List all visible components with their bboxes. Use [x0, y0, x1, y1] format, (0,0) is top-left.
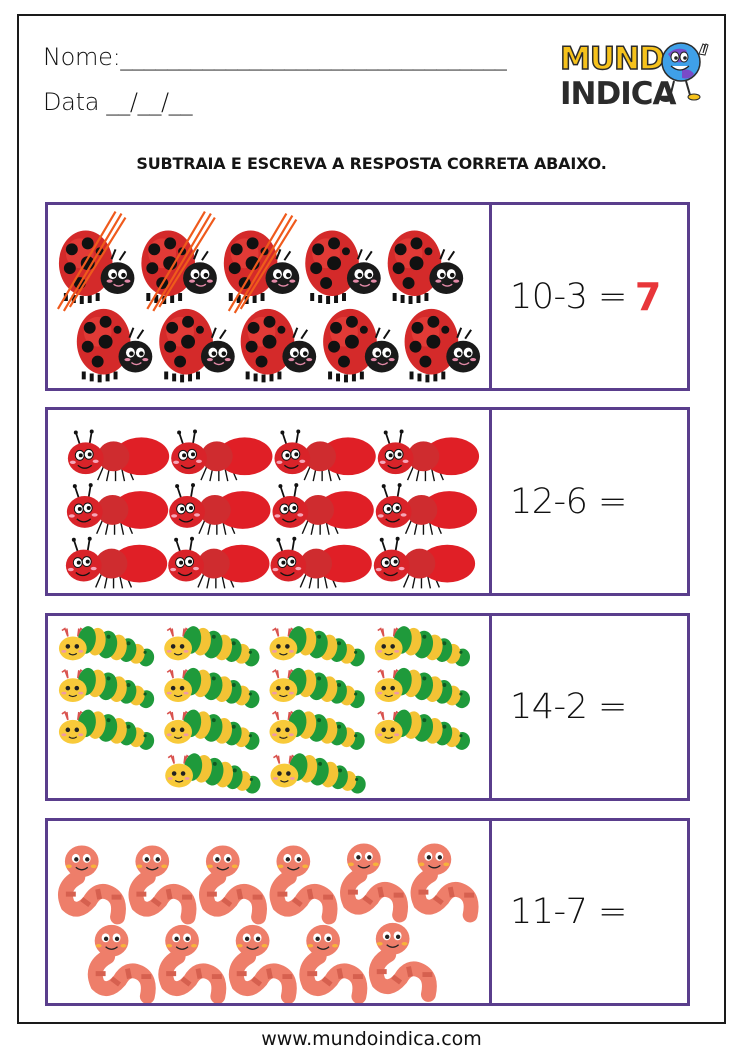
- ant-group: [48, 410, 492, 593]
- equation-text: 10-3 =: [510, 276, 627, 317]
- caterpillar-group: [48, 616, 492, 798]
- equation-text: 14-2 =: [510, 687, 627, 727]
- worm-grid: [48, 821, 489, 1003]
- footer-url[interactable]: www.mundoindica.com: [261, 1028, 482, 1050]
- svg-text:INDICA: INDICA: [560, 76, 676, 110]
- worksheet-frame: [17, 14, 726, 1024]
- answer-field[interactable]: 7: [634, 274, 661, 319]
- ladybug-grid: [56, 210, 483, 385]
- globe-mascot-icon: [660, 42, 709, 102]
- exercise-4: 11-7 =: [45, 818, 690, 1006]
- name-field[interactable]: Nome:_________________________________: [43, 43, 507, 71]
- ladybug-group: [48, 205, 492, 388]
- worm-group: [48, 821, 492, 1003]
- exercise-2: 12-6 =: [45, 407, 690, 596]
- exercise-1: 10-3 = 7: [45, 202, 690, 391]
- exercise-3: 14-2 =: [45, 613, 690, 801]
- equation-4: 11-7 =: [492, 821, 687, 1003]
- equation-text: 12-6 =: [510, 481, 627, 522]
- instruction-heading: SUBTRAIA E ESCREVA A RESPOSTA CORRETA AB…: [136, 154, 607, 173]
- ant-grid: [64, 428, 480, 590]
- mundo-indica-logo: MUNDO INDICA: [556, 36, 716, 112]
- caterpillar-grid: [58, 623, 475, 796]
- equation-3: 14-2 =: [492, 616, 687, 798]
- equation-text: 11-7 =: [510, 892, 627, 932]
- date-field[interactable]: Data __/__/__: [43, 88, 193, 116]
- equation-2: 12-6 =: [492, 410, 687, 593]
- equation-1: 10-3 = 7: [492, 205, 687, 388]
